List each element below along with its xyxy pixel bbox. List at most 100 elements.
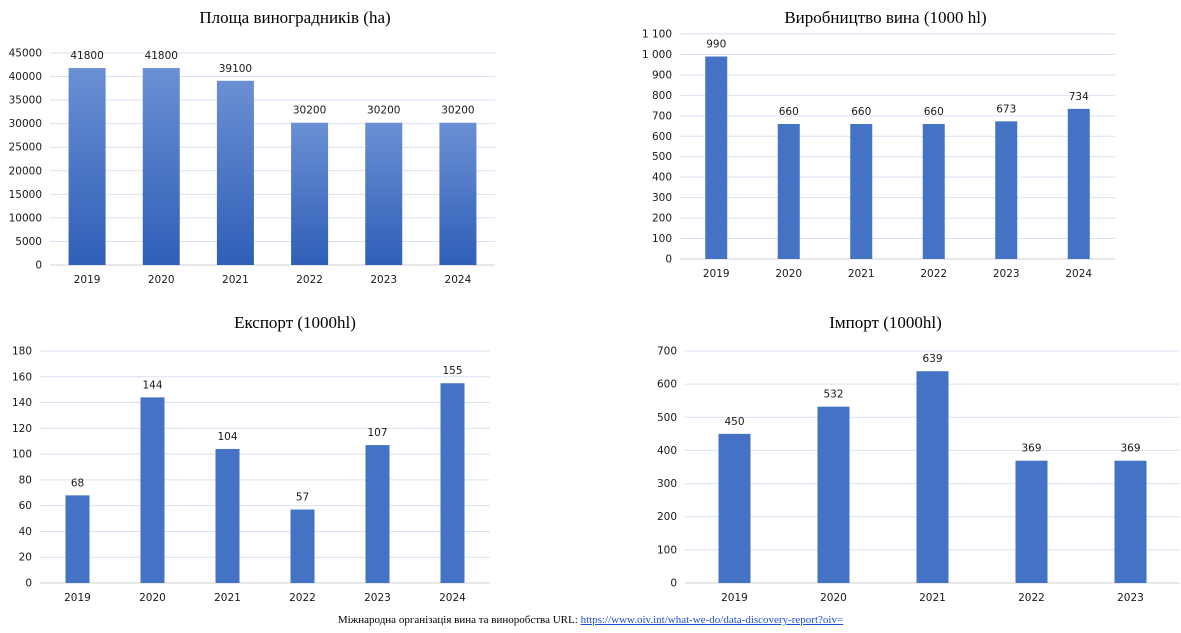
data-label: 155 (442, 365, 462, 377)
x-tick-label: 2020 (820, 592, 847, 604)
y-tick-label: 80 (19, 474, 32, 486)
bar (290, 509, 315, 583)
chart-vineyard-area-plot: 0 5000 10000 15000 20000 25000 30000 35000 40000… (9, 48, 495, 286)
chart-wine-production-plot: 0 100 200 300 400 500 600 700 800 900 1 000 1 100 99… (642, 29, 1115, 280)
y-tick-label: 400 (657, 445, 677, 457)
y-tick-label: 20000 (9, 165, 42, 177)
data-label: 450 (724, 416, 744, 428)
y-tick-label: 0 (35, 260, 42, 272)
y-tick-label: 1 100 (642, 29, 672, 41)
x-tick-label: 2024 (445, 274, 472, 286)
bar (142, 68, 180, 265)
y-tick-label: 180 (12, 346, 32, 358)
y-tick-label: 140 (12, 397, 32, 409)
data-label: 30200 (367, 105, 400, 117)
y-tick-label: 40 (19, 526, 32, 538)
bar (291, 122, 329, 265)
data-label: 30200 (441, 105, 474, 117)
chart-title: Імпорт (1000hl) (829, 313, 942, 332)
x-tick-label: 2020 (775, 268, 802, 280)
y-tick-label: 100 (657, 544, 677, 556)
data-label: 107 (367, 427, 387, 439)
x-tick-label: 2019 (703, 268, 730, 280)
chart-export-plot: 0 20 40 60 80 100 120 140 160 180 68 2019 144 2020 104… (12, 346, 490, 604)
y-tick-label: 800 (652, 90, 672, 102)
bar (718, 433, 751, 583)
data-label: 144 (142, 379, 162, 391)
data-label: 532 (823, 389, 843, 401)
data-label: 639 (922, 353, 942, 365)
bar (365, 122, 403, 265)
y-tick-label: 45000 (9, 48, 42, 60)
y-tick-label: 0 (25, 578, 32, 590)
data-label: 57 (296, 492, 309, 504)
x-tick-label: 2023 (993, 268, 1020, 280)
x-tick-label: 2023 (364, 592, 391, 604)
x-tick-label: 2024 (1065, 268, 1092, 280)
bar (995, 121, 1018, 259)
x-tick-label: 2019 (64, 592, 91, 604)
y-tick-label: 120 (12, 423, 32, 435)
y-tick-label: 10000 (9, 212, 42, 224)
bar (916, 371, 949, 583)
x-tick-label: 2021 (848, 268, 875, 280)
data-label: 41800 (145, 50, 178, 62)
x-tick-label: 2023 (370, 274, 397, 286)
data-label: 39100 (219, 63, 252, 75)
y-tick-label: 160 (12, 371, 32, 383)
chart-title: Виробництво вина (1000 hl) (784, 8, 987, 27)
data-label: 41800 (70, 50, 103, 62)
chart-vineyard-area: Площа виноградників (ha) 0 5000 10000 15000… (0, 0, 590, 300)
data-label: 30200 (293, 105, 326, 117)
x-tick-label: 2021 (222, 274, 249, 286)
data-label: 660 (924, 106, 944, 118)
bar (65, 495, 90, 583)
y-tick-label: 35000 (9, 95, 42, 107)
bar (216, 80, 254, 265)
y-tick-label: 600 (657, 379, 677, 391)
y-tick-label: 700 (657, 346, 677, 358)
source-footer: Міжнародна організація вина та виноробст… (0, 614, 1181, 626)
y-tick-label: 200 (652, 213, 672, 225)
source-footer-text: Міжнародна організація вина та виноробст… (337, 614, 581, 626)
x-tick-label: 2021 (214, 592, 241, 604)
chart-import-plot: 0 100 200 300 400 500 600 700 450 2019 532 2020 639 2… (657, 346, 1180, 604)
y-tick-label: 300 (652, 192, 672, 204)
data-label: 369 (1021, 443, 1041, 455)
data-label: 673 (996, 103, 1016, 115)
data-label: 660 (779, 106, 799, 118)
y-tick-label: 500 (657, 412, 677, 424)
data-label: 369 (1120, 443, 1140, 455)
x-tick-label: 2024 (439, 592, 466, 604)
y-tick-label: 20 (19, 552, 32, 564)
chart-import: Імпорт (1000hl) 0 100 200 300 400 500 600 700 45… (590, 305, 1181, 610)
x-tick-label: 2020 (148, 274, 175, 286)
y-tick-label: 300 (657, 478, 677, 490)
bar (705, 56, 728, 259)
x-tick-label: 2021 (919, 592, 946, 604)
x-tick-label: 2019 (74, 274, 101, 286)
bar (1067, 108, 1090, 259)
bar (439, 122, 477, 265)
y-tick-label: 700 (652, 110, 672, 122)
data-label: 734 (1069, 91, 1089, 103)
data-label: 990 (706, 39, 726, 51)
x-tick-label: 2022 (1018, 592, 1045, 604)
data-label: 660 (851, 106, 871, 118)
x-tick-label: 2019 (721, 592, 748, 604)
bar (365, 445, 390, 583)
data-label: 68 (71, 477, 84, 489)
y-tick-label: 500 (652, 151, 672, 163)
chart-title: Експорт (1000hl) (234, 313, 356, 332)
y-tick-label: 25000 (9, 142, 42, 154)
y-tick-label: 200 (657, 511, 677, 523)
y-tick-label: 30000 (9, 118, 42, 130)
y-tick-label: 100 (652, 233, 672, 245)
data-label: 104 (217, 431, 237, 443)
x-tick-label: 2023 (1117, 592, 1144, 604)
bar (215, 448, 240, 583)
y-tick-label: 600 (652, 131, 672, 143)
bar (1114, 460, 1147, 583)
bar (140, 397, 165, 583)
source-link[interactable]: https://www.oiv.int/what-we-do/data-disc… (580, 614, 844, 626)
